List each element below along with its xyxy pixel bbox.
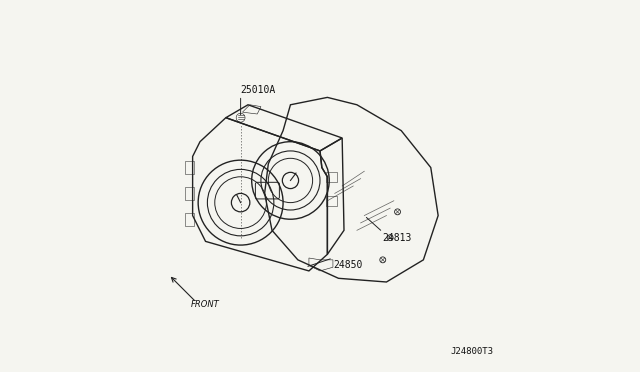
Text: J24800T3: J24800T3 — [451, 347, 493, 356]
Text: 24850: 24850 — [333, 260, 362, 270]
Text: 25010A: 25010A — [241, 85, 276, 95]
Text: FRONT: FRONT — [191, 301, 220, 310]
Text: 24813: 24813 — [383, 233, 412, 243]
